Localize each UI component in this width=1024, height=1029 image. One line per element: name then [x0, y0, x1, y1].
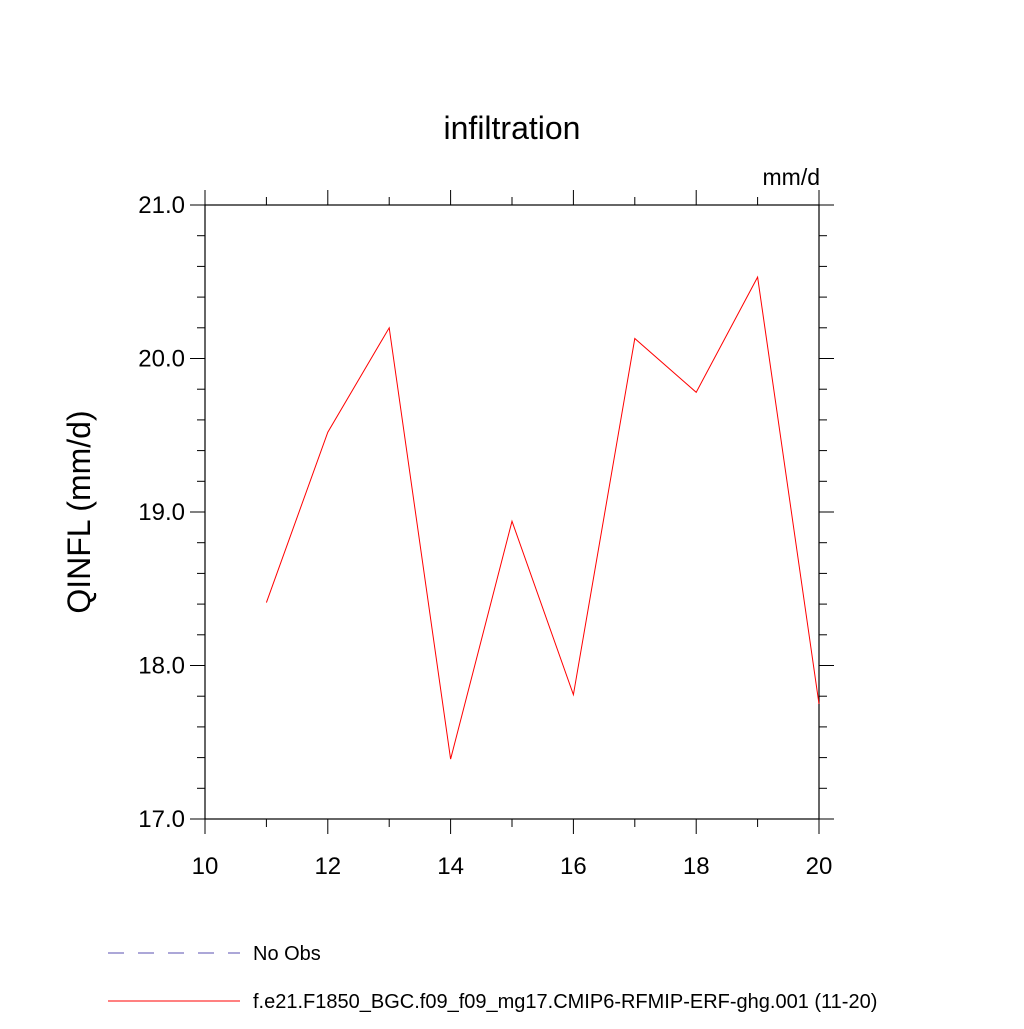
legend-label: No Obs	[253, 943, 321, 965]
x-tick-label: 20	[806, 853, 833, 880]
units-label: mm/d	[763, 164, 821, 190]
chart-title: infiltration	[444, 110, 581, 146]
x-tick-label: 12	[314, 853, 341, 880]
legend-label: f.e21.F1850_BGC.f09_f09_mg17.CMIP6-RFMIP…	[253, 991, 877, 1013]
y-tick-label: 20.0	[138, 346, 185, 373]
x-tick-label: 16	[560, 853, 587, 880]
plot-frame	[204, 204, 820, 820]
y-tick-label: 17.0	[138, 806, 185, 833]
x-axis-ticks: 10 12 14 16 18 20	[192, 190, 833, 880]
series-layer	[265, 275, 820, 760]
x-tick-label: 18	[683, 853, 710, 880]
x-tick-label: 14	[437, 853, 464, 880]
y-tick-label: 18.0	[138, 653, 185, 680]
y-axis-ticks: 17.0 18.0 19.0 20.0 21.0	[138, 192, 834, 833]
y-tick-label: 21.0	[138, 192, 185, 219]
legend: No Obs f.e21.F1850_BGC.f09_f09_mg17.CMIP6…	[108, 943, 877, 1013]
y-tick-label: 19.0	[138, 499, 185, 526]
y-axis-label: QINFL (mm/d)	[61, 410, 97, 613]
series-line	[265, 275, 820, 760]
x-tick-label: 10	[192, 853, 219, 880]
